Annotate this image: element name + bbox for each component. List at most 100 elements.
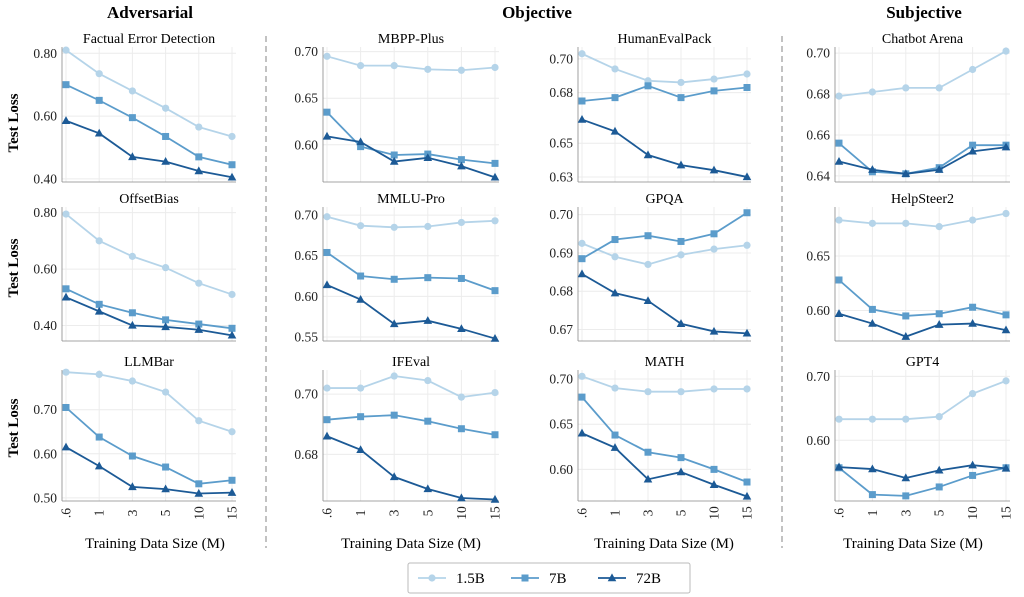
data-point-7b xyxy=(95,96,103,104)
data-point-7b xyxy=(162,463,170,471)
data-point-1.5b xyxy=(95,370,103,379)
data-point-7b xyxy=(902,492,910,500)
data-point-1.5b xyxy=(228,132,236,141)
y-tick-label: 0.70 xyxy=(33,402,57,417)
data-point-1.5b xyxy=(743,70,751,78)
data-point-72b xyxy=(61,442,71,451)
data-point-72b xyxy=(834,156,844,165)
y-tick-label: 0.63 xyxy=(549,169,573,184)
data-point-1.5b xyxy=(969,390,977,398)
y-tick-label: 0.60 xyxy=(33,446,57,461)
y-tick-label: 0.65 xyxy=(294,91,318,106)
series-line-7b xyxy=(326,111,496,165)
x-tick-label: 10 xyxy=(707,506,722,520)
y-tick-label: 0.70 xyxy=(294,208,318,223)
data-point-1.5b xyxy=(162,388,170,396)
data-point-7b xyxy=(195,480,203,488)
data-point-72b xyxy=(868,165,877,173)
series-line-72b xyxy=(581,273,748,335)
data-point-72b xyxy=(577,428,587,437)
panel-title: MMLU-Pro xyxy=(377,192,445,207)
x-tick-label: 3 xyxy=(125,509,140,516)
x-tick-label: 5 xyxy=(158,509,173,516)
data-point-7b xyxy=(457,156,465,164)
x-tick-label: .6 xyxy=(320,508,335,518)
series-line-72b xyxy=(65,296,233,337)
series-line-72b xyxy=(65,446,233,495)
data-point-7b xyxy=(357,272,365,280)
series-line-1.5b xyxy=(581,375,747,393)
y-tick-label: 0.68 xyxy=(294,447,318,462)
series-line-72b xyxy=(326,284,496,340)
data-point-7b xyxy=(677,94,685,102)
series-line-7b xyxy=(326,414,496,436)
series-line-72b xyxy=(65,119,233,179)
data-point-72b xyxy=(709,165,719,174)
series-line-72b xyxy=(326,135,496,179)
series-line-1.5b xyxy=(326,215,496,229)
data-point-7b xyxy=(491,431,499,439)
data-point-7b xyxy=(195,320,203,328)
data-point-1.5b xyxy=(95,70,103,78)
data-point-7b xyxy=(62,403,70,411)
data-point-72b xyxy=(94,461,104,470)
data-point-72b xyxy=(94,306,104,315)
panel-chatbot-arena: Chatbot Arena 0.64 0.66 0.68 0.70 xyxy=(806,32,1011,183)
panel-title: GPQA xyxy=(645,192,684,207)
data-point-72b xyxy=(934,165,944,173)
data-point-1.5b xyxy=(677,78,685,87)
series-line-72b xyxy=(838,312,1007,338)
data-point-7b xyxy=(95,300,103,308)
data-point-7b xyxy=(611,431,619,439)
data-point-72b xyxy=(968,460,977,469)
panel-title: HelpSteer2 xyxy=(891,192,954,207)
data-point-7b xyxy=(644,82,652,90)
data-point-7b xyxy=(424,274,432,282)
data-point-1.5b xyxy=(323,52,331,60)
series-line-7b xyxy=(838,142,1006,175)
panel-mbpp-plus: MBPP-Plus 0.60 0.65 0.70 xyxy=(294,32,500,183)
data-point-1.5b xyxy=(491,388,499,397)
x-tick-label: 10 xyxy=(965,506,980,520)
y-tick-label: 0.40 xyxy=(33,318,57,333)
y-tick-label: 0.68 xyxy=(549,284,573,299)
data-point-72b xyxy=(194,488,204,497)
data-point-72b xyxy=(61,292,71,301)
data-point-1.5b xyxy=(162,104,170,112)
data-point-1.5b xyxy=(969,216,977,224)
y-tick-label: 0.70 xyxy=(549,51,573,66)
data-point-7b xyxy=(578,393,586,401)
x-tick-label: .6 xyxy=(575,508,590,518)
data-point-7b xyxy=(611,236,619,244)
panel-title: MATH xyxy=(645,355,685,370)
x-axis-label-col2: Training Data Size (M) xyxy=(341,536,481,552)
y-tick-label: 0.70 xyxy=(549,372,573,387)
y-tick-label: 0.65 xyxy=(806,249,830,264)
y-axis-label-row1: Test Loss xyxy=(6,93,22,152)
series-line-7b xyxy=(581,84,748,102)
y-tick-label: 0.50 xyxy=(33,490,57,505)
series-line-1.5b xyxy=(65,49,233,138)
data-point-72b xyxy=(834,309,844,317)
data-point-72b xyxy=(227,330,237,339)
series-line-1.5b xyxy=(581,242,748,266)
y-tick-label: 0.60 xyxy=(294,289,318,304)
data-point-1.5b xyxy=(710,385,718,393)
data-point-72b xyxy=(709,480,719,488)
data-point-7b xyxy=(835,139,843,147)
panel-title: GPT4 xyxy=(906,355,939,370)
data-point-1.5b xyxy=(491,217,499,225)
data-point-1.5b xyxy=(578,372,586,380)
data-point-7b xyxy=(95,433,103,441)
data-point-1.5b xyxy=(357,222,365,230)
data-point-1.5b xyxy=(677,388,685,396)
data-point-1.5b xyxy=(902,219,910,227)
data-point-7b xyxy=(390,411,398,419)
data-point-1.5b xyxy=(644,260,652,269)
group-title-adversarial: Adversarial xyxy=(107,3,193,22)
y-tick-label: 0.55 xyxy=(294,329,318,344)
data-point-72b xyxy=(868,464,877,473)
panel-title: IFEval xyxy=(392,355,430,370)
data-point-72b xyxy=(457,493,466,502)
data-point-7b xyxy=(677,237,685,245)
